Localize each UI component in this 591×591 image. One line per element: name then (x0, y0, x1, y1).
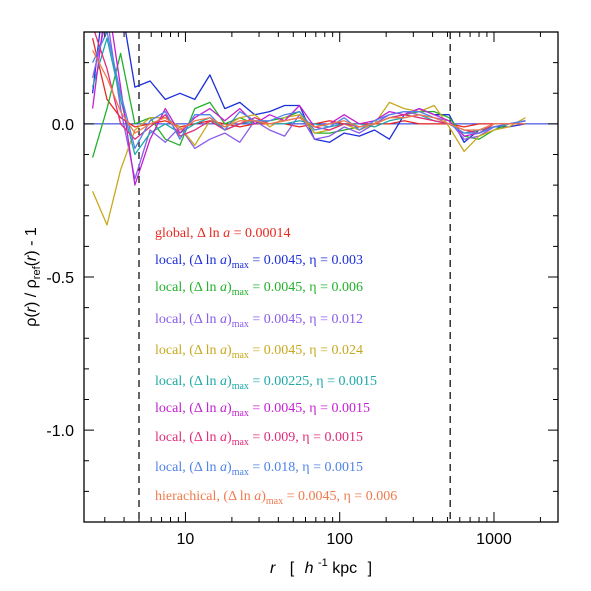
legend-entry-7: local, (Δ ln a)max = 0.009, η = 0.0015 (155, 430, 363, 448)
tick-labels: 10 100 1000 0.0 -0.5 -1.0 (46, 117, 511, 548)
legend-entry-0: global, Δ ln a = 0.00014 (155, 226, 291, 241)
y-tick-label: -0.5 (46, 270, 74, 287)
legend-entry-6: local, (Δ ln a)max = 0.0045, η = 0.0015 (155, 401, 370, 419)
axis-ticks (84, 31, 558, 523)
legend-entry-3: local, (Δ ln a)max = 0.0045, η = 0.012 (155, 312, 363, 330)
x-tick-label: 100 (326, 531, 353, 548)
legend-entry-9: hierachical, (Δ ln a)max = 0.0045, η = 0… (155, 489, 397, 507)
y-tick-label: -1.0 (46, 423, 74, 440)
legend: global, Δ ln a = 0.00014 local, (Δ ln a)m… (155, 226, 397, 507)
legend-entry-2: local, (Δ ln a)max = 0.0045, η = 0.006 (155, 280, 363, 298)
x-axis-title: r [ h -1 kpc ] (270, 553, 372, 577)
series-line-9 (92, 50, 526, 134)
legend-entry-8: local, (Δ ln a)max = 0.018, η = 0.0015 (155, 460, 363, 478)
x-tick-label: 10 (177, 531, 195, 548)
series-layer (91, 32, 526, 226)
legend-entry-4: local, (Δ ln a)max = 0.0045, η = 0.024 (155, 343, 363, 361)
legend-entry-1: local, (Δ ln a)max = 0.0045, η = 0.003 (155, 253, 363, 271)
y-axis-title: ρ(r) / ρref(r) - 1 (23, 227, 43, 327)
legend-entry-5: local, (Δ ln a)max = 0.00225, η = 0.0015 (155, 374, 377, 392)
y-tick-label: 0.0 (52, 117, 74, 134)
series-line-4 (92, 101, 526, 226)
x-tick-label: 1000 (476, 531, 512, 548)
